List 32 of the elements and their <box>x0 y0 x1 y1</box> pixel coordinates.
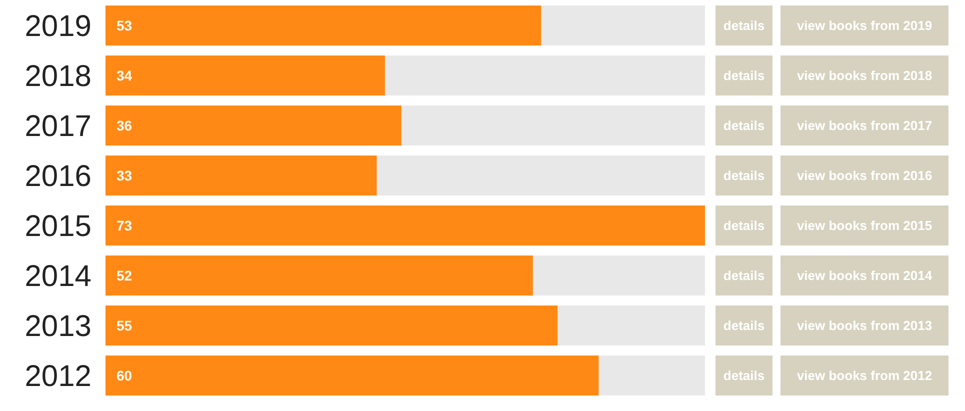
text: view books from 2017 <box>796 118 932 133</box>
data-label: 34 <box>116 68 132 84</box>
text: details <box>723 268 765 283</box>
y-tick-label: 2013 <box>24 310 92 343</box>
data-label: 36 <box>116 118 132 134</box>
y-tick-label: 2016 <box>24 160 92 193</box>
y-tick-label: 2012 <box>24 360 92 393</box>
text: view books from 2019 <box>796 18 932 33</box>
text: view books from 2015 <box>796 218 932 233</box>
data-label: 53 <box>116 18 132 34</box>
text: details <box>723 218 765 233</box>
text: details <box>723 368 765 383</box>
data-label: 52 <box>116 268 132 284</box>
y-tick-label: 2015 <box>24 210 92 243</box>
text: details <box>723 18 765 33</box>
text: details <box>723 318 765 333</box>
data-label: 60 <box>116 368 132 384</box>
text: details <box>723 68 765 83</box>
text: details <box>723 168 765 183</box>
y-tick-label: 2018 <box>24 60 92 93</box>
text: view books from 2013 <box>796 318 932 333</box>
text: details <box>723 118 765 133</box>
text: view books from 2012 <box>796 368 932 383</box>
text: view books from 2016 <box>796 168 932 183</box>
data-label: 55 <box>116 318 132 334</box>
text: view books from 2014 <box>796 268 933 283</box>
text: view books from 2018 <box>796 68 932 83</box>
y-tick-label: 2014 <box>24 260 92 293</box>
data-label: 73 <box>116 218 132 234</box>
data-label: 33 <box>116 168 132 184</box>
y-tick-label: 2019 <box>24 10 92 43</box>
y-tick-label: 2017 <box>24 110 92 143</box>
